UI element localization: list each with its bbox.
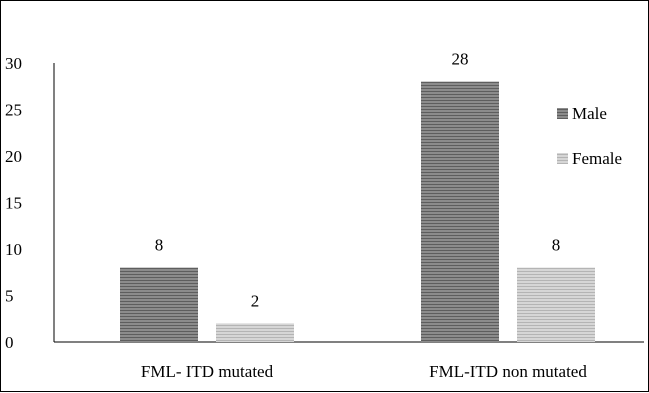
legend-label-male: Male (572, 104, 607, 123)
y-tick-label: 25 (5, 101, 22, 120)
y-tick-label: 5 (5, 287, 14, 306)
bar-female (517, 267, 595, 342)
y-tick-label: 30 (5, 54, 22, 73)
y-tick-label: 10 (5, 240, 22, 259)
legend-swatch-female (557, 153, 568, 164)
x-category-label: FML-ITD non mutated (429, 362, 587, 381)
y-tick-label: 15 (5, 194, 22, 213)
data-label: 8 (155, 236, 164, 255)
data-label: 28 (452, 50, 469, 69)
data-label: 2 (251, 291, 260, 310)
bar-male (120, 267, 198, 342)
y-tick-label: 0 (5, 333, 14, 352)
legend-label-female: Female (572, 149, 622, 168)
bar-male (421, 81, 499, 342)
data-label: 8 (552, 236, 561, 255)
legend-swatch-male (557, 108, 568, 119)
y-tick-label: 20 (5, 147, 22, 166)
x-category-label: FML- ITD mutated (141, 362, 274, 381)
bar-female (216, 323, 294, 342)
